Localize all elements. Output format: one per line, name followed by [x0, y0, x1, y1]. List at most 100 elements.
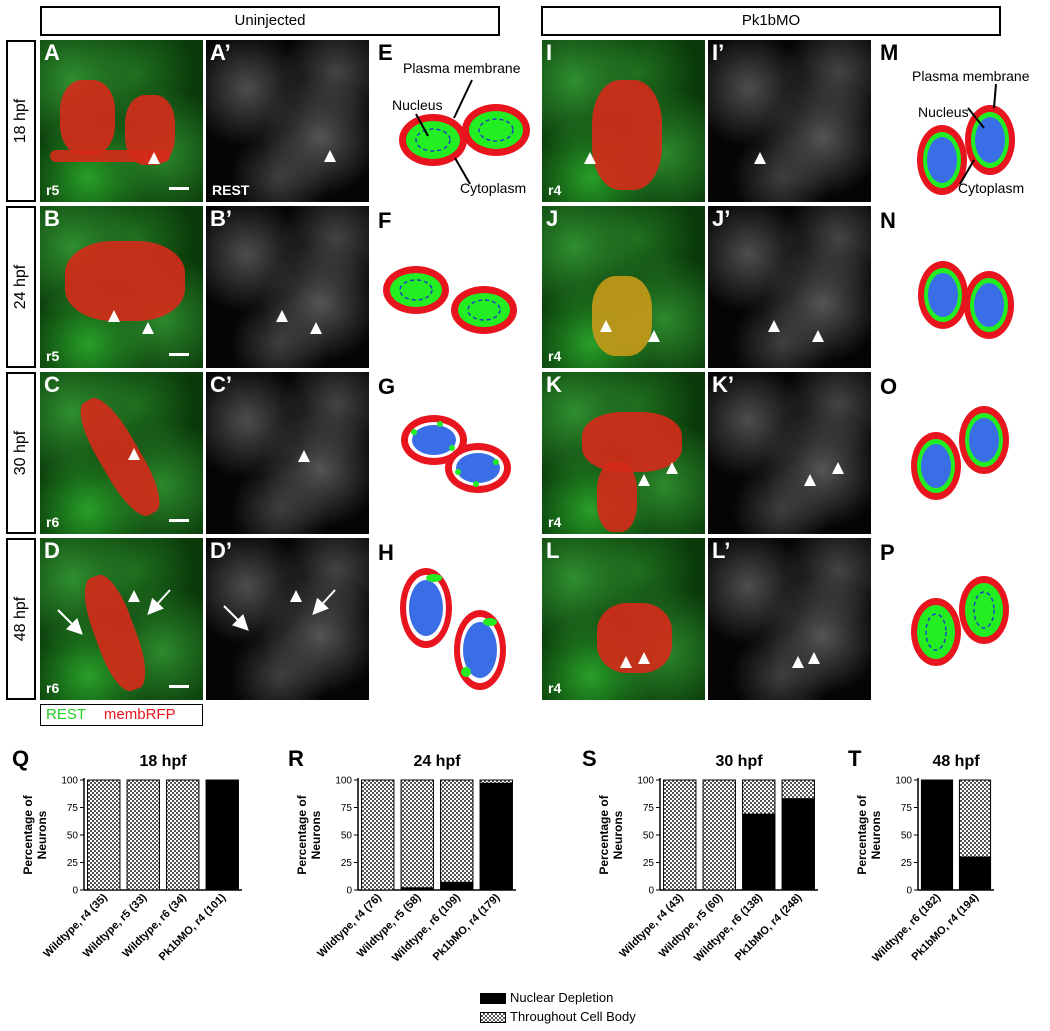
- panel-letter: I: [546, 40, 553, 65]
- panel-letter: C’: [210, 372, 232, 397]
- chart-category-label: Wildtype, r4 (35): [41, 891, 110, 960]
- panel-letter: L’: [712, 538, 731, 563]
- chart-letter-Q: Q: [12, 746, 29, 771]
- chart-tick-label: 100: [61, 776, 78, 787]
- micrograph-J: J r4: [542, 206, 705, 368]
- chart-category-label: Wildtype, r6 (109): [390, 891, 463, 964]
- chart-category-label: Wildtype, r6 (138): [692, 891, 765, 964]
- stain-legend-membrfp: membRFP: [103, 706, 176, 723]
- row-label-24hpf: 24 hpf: [6, 206, 36, 368]
- chart-letter-T: T: [848, 746, 862, 771]
- chart-tick-label: 25: [341, 858, 353, 869]
- bar-nuclear-depletion: [479, 782, 513, 891]
- arrow: [312, 589, 336, 615]
- chart-tick-label: 0: [648, 886, 654, 897]
- row-label-30hpf: 30 hpf: [6, 372, 36, 534]
- header-uninjected: Uninjected: [40, 6, 500, 36]
- rhombomere-label: r6: [46, 514, 60, 530]
- chart-letter-R: R: [288, 746, 304, 771]
- micrograph-L: L r4: [542, 538, 705, 700]
- panel-letter: B: [44, 206, 60, 231]
- chart-tick-label: 75: [643, 803, 655, 814]
- diagram-O: [911, 406, 1009, 500]
- bar-throughout-cell-body: [479, 779, 513, 784]
- micrograph-L-prime: L’: [708, 538, 871, 700]
- bar-throughout-cell-body: [958, 779, 992, 858]
- rhombomere-label: r4: [548, 514, 562, 530]
- rest-channel-label: REST: [212, 182, 250, 198]
- bar-throughout-cell-body: [440, 779, 474, 883]
- chart-tick-label: 50: [643, 831, 655, 842]
- scale-bar: [169, 685, 189, 688]
- chart-ylabel: Percentage ofNeurons: [855, 794, 883, 874]
- panel-letter: C: [44, 372, 60, 397]
- panel-letter: I’: [712, 40, 725, 65]
- stain-legend-rest: REST: [46, 706, 86, 723]
- rhombomere-label: r4: [548, 680, 562, 696]
- bar-nuclear-depletion: [958, 856, 992, 891]
- micrograph-B-prime: B’: [206, 206, 369, 368]
- chart-category-label: Wildtype, r6 (182): [870, 891, 943, 964]
- arrow: [57, 609, 83, 635]
- panel-letter: L: [546, 538, 560, 563]
- panel-letter: K’: [712, 372, 734, 397]
- panel-letter: J: [546, 206, 559, 231]
- label-nucleus-M: Nucleus: [918, 104, 969, 120]
- panel-letter: K: [546, 372, 562, 397]
- micrograph-C-prime: C’: [206, 372, 369, 534]
- rhombomere-label: r6: [46, 680, 60, 696]
- panel-letter-O: O: [880, 374, 898, 399]
- stain-legend: REST membRFP: [40, 704, 203, 726]
- micrograph-K-prime: K’: [708, 372, 871, 534]
- chart-title: 48 hpf: [932, 753, 980, 770]
- panel-letter: D’: [210, 538, 232, 563]
- bar-nuclear-depletion: [440, 881, 474, 891]
- micrograph-I-prime: I’: [708, 40, 871, 202]
- label-plasma-membrane-M: Plasma membrane: [912, 68, 1030, 84]
- legend-throughout: Throughout Cell Body: [510, 1009, 636, 1024]
- chart-tick-label: 50: [341, 831, 353, 842]
- panel-letter-E: E: [378, 40, 393, 65]
- bar-nuclear-depletion: [920, 779, 954, 891]
- arrow: [223, 605, 249, 631]
- diagram-F: [383, 266, 517, 334]
- chart-letter-S: S: [582, 746, 597, 771]
- micrograph-J-prime: J’: [708, 206, 871, 368]
- chart-tick-label: 0: [906, 886, 912, 897]
- chart-tick-label: 0: [72, 886, 78, 897]
- chart-tick-label: 75: [901, 803, 913, 814]
- diagram-P: [911, 576, 1009, 666]
- arrow: [147, 589, 171, 615]
- bar-throughout-cell-body: [781, 779, 815, 800]
- rhombomere-label: r4: [548, 348, 562, 364]
- rhombomere-label: r5: [46, 348, 60, 364]
- panel-letter-F: F: [378, 208, 392, 233]
- diagram-M: [917, 83, 1015, 195]
- chart-ylabel: Percentage ofNeurons: [21, 794, 49, 874]
- micrograph-B: B r5: [40, 206, 203, 368]
- panel-letter: D: [44, 538, 60, 563]
- scale-bar: [169, 353, 189, 356]
- bar-throughout-cell-body: [400, 779, 434, 889]
- row-label-48hpf: 48 hpf: [6, 538, 36, 700]
- label-cytoplasm-E: Cytoplasm: [460, 180, 527, 196]
- panel-letter-P: P: [880, 540, 895, 565]
- chart-ylabel: Percentage ofNeurons: [597, 794, 625, 874]
- chart-category-label: Pk1bMO, r4 (194): [910, 891, 982, 963]
- chart-tick-label: 100: [335, 776, 352, 787]
- chart-tick-label: 0: [346, 886, 352, 897]
- micrograph-A: A r5: [40, 40, 203, 202]
- row-label-18hpf: 18 hpf: [6, 40, 36, 202]
- label-cytoplasm-M: Cytoplasm: [958, 180, 1025, 196]
- legend-swatch-nuclear: [480, 993, 506, 1004]
- rhombomere-label: r4: [548, 182, 562, 198]
- bar-throughout-cell-body: [361, 779, 395, 891]
- panel-letter-M: M: [880, 40, 899, 65]
- chart-tick-label: 75: [341, 803, 353, 814]
- label-nucleus-E: Nucleus: [392, 97, 443, 113]
- panel-letter-N: N: [880, 208, 896, 233]
- diagram-G: [401, 415, 511, 493]
- panel-letter: J’: [712, 206, 731, 231]
